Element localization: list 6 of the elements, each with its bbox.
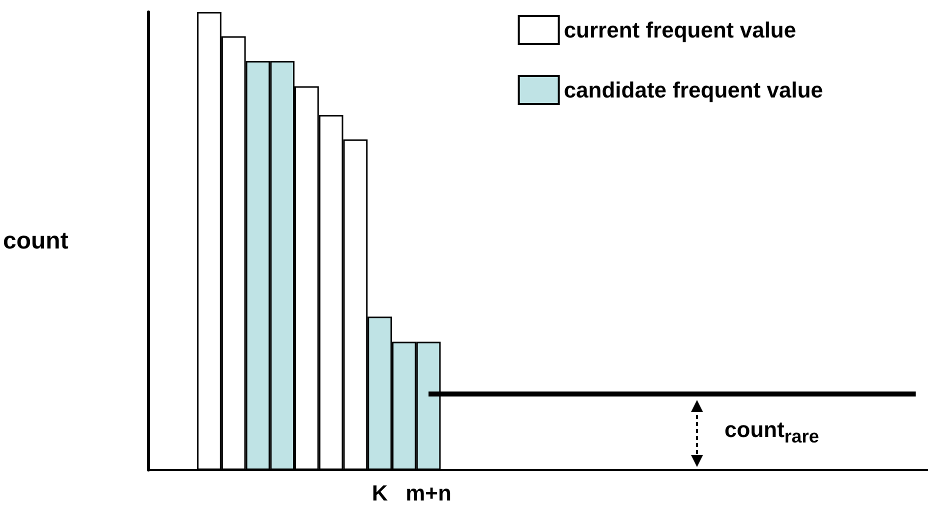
legend-label: current frequent value [564,18,796,42]
x-tick-label: K [372,480,388,506]
legend-label: candidate frequent value [564,78,824,102]
annotation: count$_{rare}$ [724,417,820,448]
y-axis-title: count [2,228,68,254]
x-tick-label: m+n [406,480,452,506]
